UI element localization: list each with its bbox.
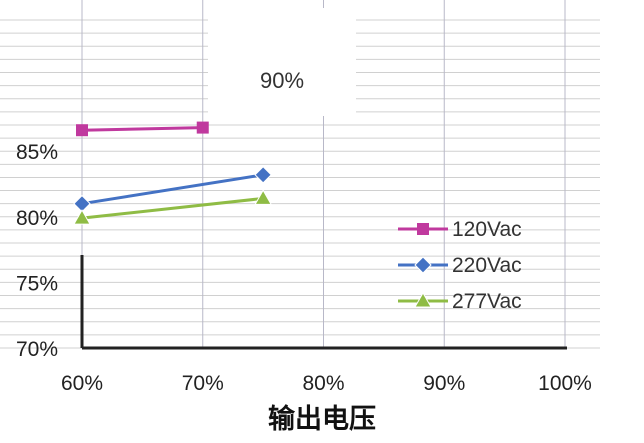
data-point-120Vac: [196, 121, 209, 134]
y-tick-label: 70%: [16, 338, 58, 361]
y-tick-label: 85%: [16, 141, 58, 164]
legend-marker-220Vac: [414, 256, 432, 274]
legend-label-120Vac: 120Vac: [452, 218, 522, 241]
data-point-277Vac: [254, 189, 272, 205]
series-line-120Vac: [81, 126, 203, 132]
legend: 120Vac 220Vac 277Vac: [398, 218, 522, 313]
series-line-220Vac: [81, 173, 264, 206]
series-markers: [73, 121, 272, 225]
efficiency-overlay-label: 90%: [260, 68, 304, 93]
y-tick-label: 75%: [16, 272, 58, 295]
overlay-box: [208, 8, 356, 116]
y-tick-label: 80%: [16, 207, 58, 230]
data-point-120Vac: [76, 124, 88, 137]
data-point-220Vac: [254, 166, 272, 184]
x-tick-labels: 60% 70% 80% 90% 100%: [61, 372, 592, 395]
series-line-277Vac: [81, 196, 264, 220]
data-point-277Vac: [73, 209, 91, 225]
legend-marker-277Vac: [414, 291, 432, 308]
overlay-label-box: 90%: [208, 8, 356, 116]
x-tick-label: 80%: [302, 372, 344, 395]
legend-label-220Vac: 220Vac: [452, 254, 522, 277]
series-lines: [81, 126, 264, 220]
x-tick-label: 70%: [182, 372, 224, 395]
x-tick-label: 100%: [538, 372, 592, 395]
legend-label-277Vac: 277Vac: [452, 290, 522, 313]
y-tick-labels: 70% 75% 80% 85%: [16, 141, 58, 361]
x-axis-label: 输出电压: [268, 403, 376, 435]
x-tick-label: 60%: [61, 372, 103, 395]
x-tick-label: 90%: [423, 372, 465, 395]
legend-marker-120Vac: [417, 223, 429, 235]
